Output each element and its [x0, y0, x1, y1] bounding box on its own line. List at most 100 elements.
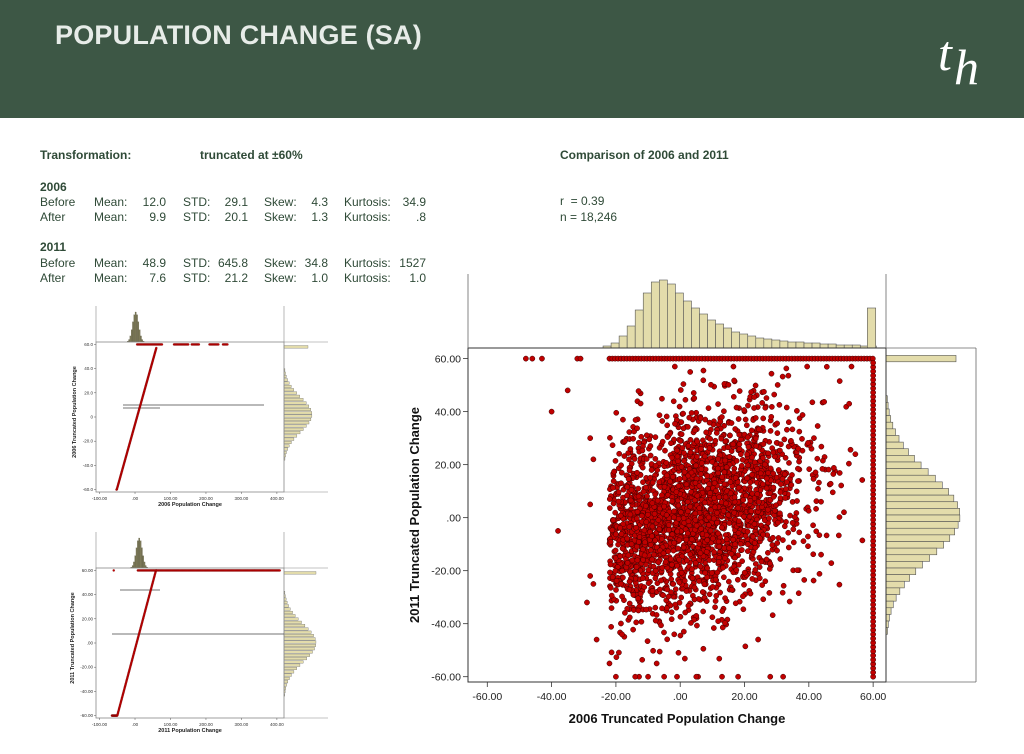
- data-point: [648, 467, 655, 473]
- y-tick-label: 60.0: [84, 342, 93, 347]
- chart-2011-truncation: -100.00 .00 100.00 200.00 300.00 400.00 60.00 4…: [70, 532, 328, 734]
- y-tick-label: -40.00: [80, 689, 93, 694]
- histogram-bar: [885, 534, 951, 542]
- data-point: [698, 525, 704, 532]
- data-point: [624, 535, 631, 542]
- histogram-bar: [283, 647, 315, 651]
- data-point: [708, 381, 714, 388]
- histogram-bar: [283, 417, 312, 421]
- data-point: [696, 505, 703, 511]
- data-point: [771, 391, 778, 398]
- data-point: [693, 522, 700, 529]
- data-point: [721, 545, 728, 551]
- data-point: [796, 529, 803, 536]
- data-point: [726, 545, 732, 551]
- data-point: [659, 418, 666, 424]
- data-point: [846, 400, 853, 407]
- data-point: [577, 355, 584, 362]
- histogram-bar: [283, 663, 301, 667]
- data-point: [652, 491, 659, 498]
- data-point: [813, 498, 820, 504]
- histogram-bar: [885, 514, 961, 522]
- data-point: [779, 373, 786, 380]
- histogram-bar: [283, 650, 313, 654]
- data-point: [638, 618, 645, 625]
- data-point: [638, 513, 645, 519]
- y-tick-label: 60.00: [435, 354, 461, 366]
- x-tick-label: 100.00: [164, 496, 178, 501]
- mean-label: Mean:: [94, 195, 128, 209]
- histogram-bar: [731, 331, 740, 349]
- data-point: [748, 508, 755, 515]
- data-point: [643, 519, 650, 525]
- data-point: [703, 429, 710, 436]
- std-label: STD:: [183, 210, 211, 224]
- data-point: [730, 363, 737, 370]
- data-point: [781, 436, 788, 443]
- data-point: [785, 372, 792, 379]
- data-point: [794, 498, 800, 504]
- data-point: [668, 589, 674, 596]
- data-point: [678, 594, 685, 601]
- data-point: [692, 510, 699, 517]
- data-point: [645, 566, 652, 573]
- data-point: [626, 467, 633, 474]
- data-point: [655, 517, 662, 523]
- data-point: [810, 522, 816, 529]
- data-point: [621, 453, 628, 459]
- data-point: [761, 388, 767, 395]
- data-point: [715, 538, 722, 545]
- data-point: [677, 438, 684, 444]
- histogram-bar: [283, 378, 288, 382]
- page-title: POPULATION CHANGE (SA): [55, 20, 422, 50]
- data-point: [737, 540, 744, 547]
- data-point: [806, 466, 813, 472]
- data-point: [732, 600, 739, 607]
- data-point: [815, 485, 821, 492]
- y-tick-label: 40.00: [82, 592, 94, 597]
- skew-value: 1.0: [311, 271, 328, 285]
- data-point: [725, 381, 732, 388]
- data-point: [836, 470, 843, 476]
- data-point: [217, 343, 220, 346]
- data-point: [738, 462, 745, 469]
- data-point: [717, 589, 723, 596]
- histogram-bar: [771, 339, 781, 349]
- data-point: [663, 413, 670, 420]
- data-point: [763, 485, 770, 492]
- data-point: [615, 489, 622, 496]
- data-point: [760, 531, 766, 538]
- data-point: [626, 456, 632, 463]
- data-point: [766, 566, 773, 572]
- plot-frame: [95, 341, 285, 493]
- data-point: [713, 487, 719, 494]
- data-point: [611, 468, 617, 475]
- data-point: [618, 480, 624, 487]
- data-point: [647, 542, 654, 548]
- data-point: [687, 449, 694, 456]
- histogram-bar: [283, 617, 299, 621]
- sample-size-n: n = 18,246: [560, 210, 618, 224]
- data-point: [788, 482, 795, 488]
- data-point: [805, 507, 812, 514]
- data-point: [668, 609, 675, 616]
- y-tick-label: -60.0: [83, 487, 94, 492]
- data-point: [768, 370, 775, 377]
- histogram-bar: [885, 415, 892, 423]
- data-point: [785, 529, 792, 536]
- data-point: [722, 595, 728, 602]
- histogram-bar: [283, 624, 306, 628]
- x-axis-label: 2011 Population Change: [158, 728, 222, 734]
- data-point: [745, 443, 752, 450]
- data-point: [620, 521, 627, 527]
- data-point: [765, 506, 771, 513]
- data-point: [779, 589, 786, 596]
- data-point: [727, 432, 733, 439]
- chart-comparison-scatter: -60.00 -40.00 -20.00 .00 20.00 40.00 60.00 60.0…: [407, 274, 977, 726]
- data-point: [835, 532, 842, 539]
- data-point: [741, 581, 747, 588]
- data-point: [633, 524, 640, 531]
- data-point: [795, 445, 802, 452]
- data-point: [799, 436, 805, 442]
- data-point: [795, 590, 802, 597]
